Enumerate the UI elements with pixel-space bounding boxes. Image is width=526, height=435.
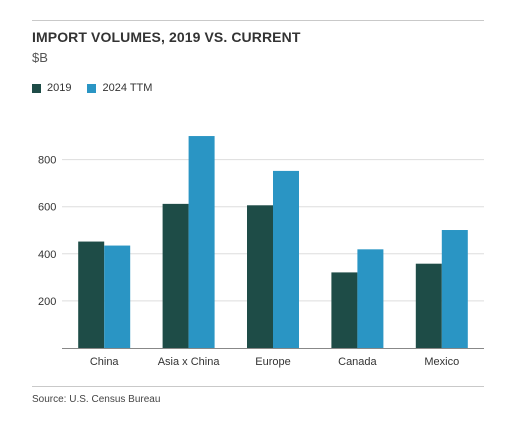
top-divider — [32, 20, 484, 21]
legend-item-2024-ttm: 2024 TTM — [87, 82, 152, 94]
bar-europe-2024-ttm — [273, 170, 299, 348]
bar-asia-x-china-2024-ttm — [188, 136, 215, 348]
bar-china-2024-ttm — [104, 245, 131, 348]
y-tick-label-600: 600 — [38, 202, 56, 214]
legend-item-2019: 2019 — [32, 82, 71, 94]
x-tick-label-asia-x-china: Asia x China — [158, 356, 221, 368]
bar-asia-x-china-2019 — [162, 203, 189, 348]
chart-title: IMPORT VOLUMES, 2019 VS. CURRENT — [32, 29, 301, 45]
bottom-divider — [32, 386, 484, 387]
y-tick-label-400: 400 — [38, 249, 56, 261]
source-note: Source: U.S. Census Bureau — [32, 394, 161, 405]
chart-unit-label: $B — [32, 50, 48, 65]
bar-china-2019 — [78, 241, 105, 348]
x-tick-label-mexico: Mexico — [424, 356, 459, 368]
legend-label-2019: 2019 — [47, 82, 72, 94]
legend-label-2024-ttm: 2024 TTM — [102, 82, 153, 94]
x-tick-label-canada: Canada — [338, 356, 377, 368]
bar-canada-2024-ttm — [357, 249, 384, 348]
legend-swatch-2019 — [32, 83, 41, 93]
x-tick-label-europe: Europe — [255, 356, 290, 368]
bar-canada-2019 — [331, 272, 358, 348]
x-tick-label-china: China — [90, 356, 120, 368]
bar-mexico-2019 — [415, 263, 442, 348]
y-tick-label-800: 800 — [38, 155, 56, 167]
bar-mexico-2024-ttm — [441, 230, 468, 348]
y-tick-label-200: 200 — [38, 296, 56, 308]
bar-europe-2019 — [247, 205, 273, 348]
legend: 2019 2024 TTM — [32, 82, 168, 94]
legend-swatch-2024-ttm — [87, 83, 97, 93]
